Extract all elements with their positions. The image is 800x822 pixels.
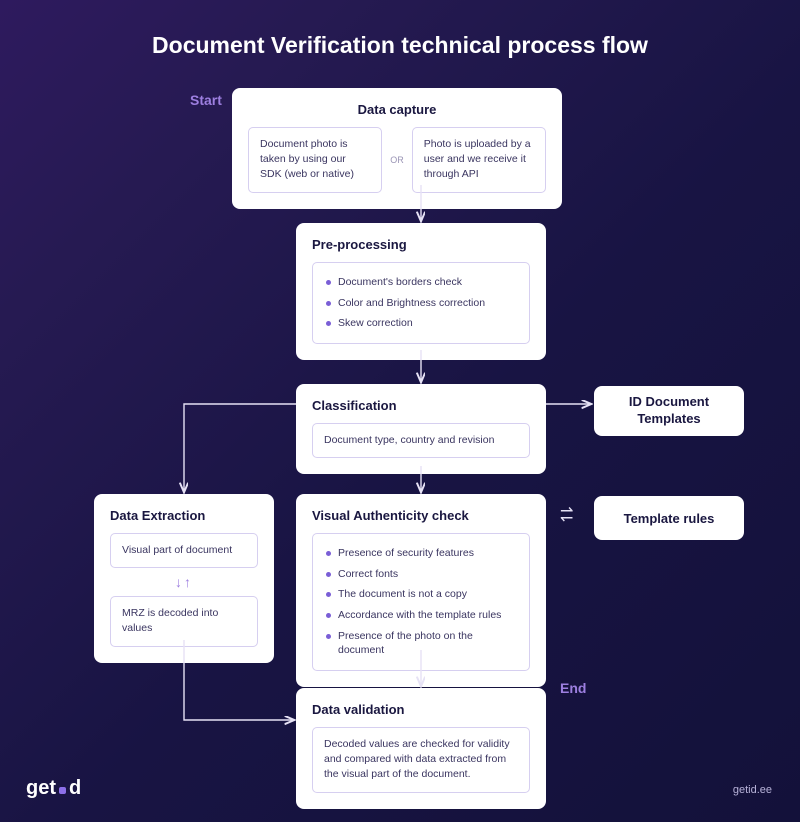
node-classification: Classification Document type, country an… [296,384,546,474]
start-label: Start [190,92,222,108]
page-title: Document Verification technical process … [0,32,800,59]
brand-text-right: d [69,777,81,800]
bullet-item: Presence of the photo on the document [324,626,518,661]
option-row: Document photo is taken by using our SDK… [248,127,546,193]
node-id-templates: ID Document Templates [594,386,744,436]
bullet-list: Document's borders check Color and Brigh… [324,272,518,334]
brand-site: getid.ee [733,784,772,796]
brand-text-left: get [26,777,56,800]
bullet-list: Presence of security features Correct fo… [324,543,518,661]
node-data-capture: Data capture Document photo is taken by … [232,88,562,209]
option-box: Document photo is taken by using our SDK… [248,127,382,193]
bullet-item: Document's borders check [324,272,518,293]
brand-logo: get d [26,777,81,800]
node-title: ID Document Templates [612,394,726,428]
node-title: Pre-processing [312,237,530,252]
node-data-extraction: Data Extraction Visual part of document … [94,494,274,663]
node-template-rules: Template rules [594,496,744,540]
node-visual-authenticity: Visual Authenticity check Presence of se… [296,494,546,687]
option-box: Photo is uploaded by a user and we recei… [412,127,546,193]
node-title: Visual Authenticity check [312,508,530,523]
node-title: Template rules [624,511,715,526]
detail-box: Decoded values are checked for validity … [312,727,530,793]
bullet-item: Accordance with the template rules [324,605,518,626]
detail-box: Visual part of document [110,533,258,568]
node-title: Data Extraction [110,508,258,523]
end-label: End [560,680,586,696]
node-title: Classification [312,398,530,413]
node-data-validation: Data validation Decoded values are check… [296,688,546,809]
node-pre-processing: Pre-processing Document's borders check … [296,223,546,360]
bullet-item: Correct fonts [324,564,518,585]
or-separator: OR [390,155,404,165]
swap-arrows-icon: ↓↑ [110,568,258,596]
bullet-box: Presence of security features Correct fo… [312,533,530,671]
brand-dot-icon [59,787,66,794]
bullet-item: The document is not a copy [324,584,518,605]
bullet-box: Document's borders check Color and Brigh… [312,262,530,344]
node-title: Data validation [312,702,530,717]
bullet-item: Presence of security features [324,543,518,564]
detail-box: Document type, country and revision [312,423,530,458]
bullet-item: Skew correction [324,313,518,334]
bullet-item: Color and Brightness correction [324,293,518,314]
detail-box: MRZ is decoded into values [110,596,258,646]
node-title: Data capture [248,102,546,117]
bidirectional-arrows-icon: ⇀↽ [560,506,573,532]
